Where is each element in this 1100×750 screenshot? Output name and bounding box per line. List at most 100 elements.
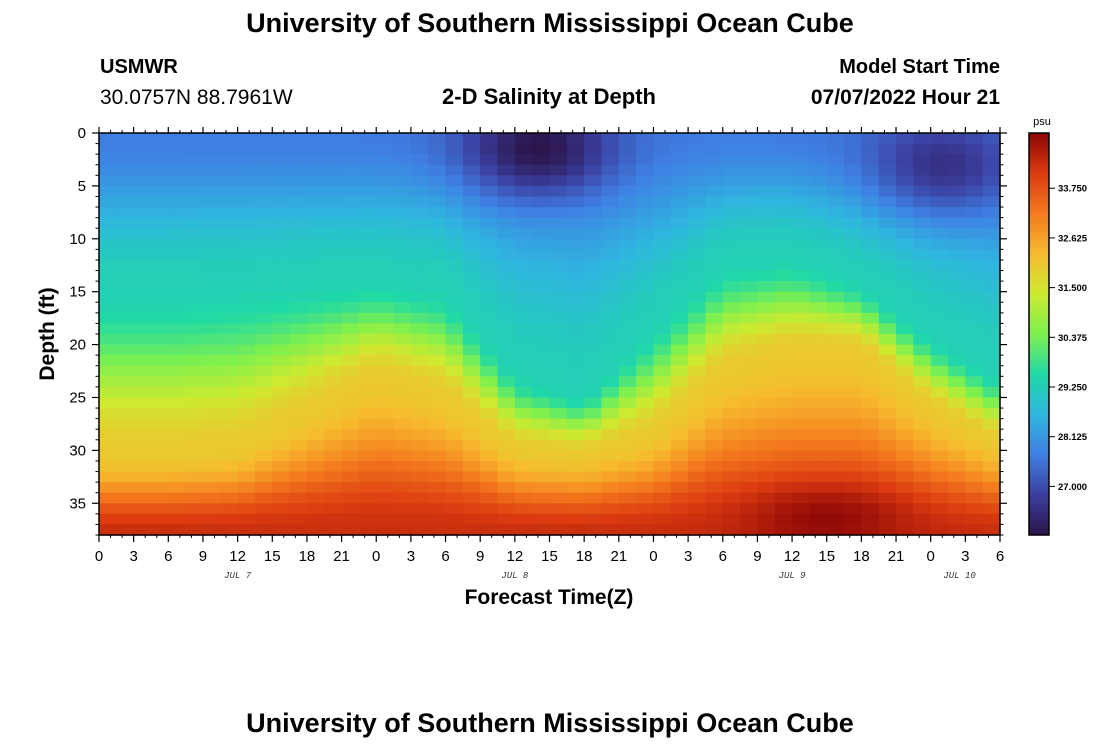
heatmap-cell (705, 291, 724, 303)
heatmap-cell (740, 355, 759, 367)
heatmap-cell (358, 524, 377, 536)
heatmap-cell (376, 355, 395, 367)
heatmap-cell (878, 164, 897, 176)
heatmap-cell (601, 228, 620, 240)
heatmap-cell (740, 471, 759, 483)
heatmap-cell (358, 133, 377, 145)
heatmap-cell (428, 450, 447, 462)
heatmap-cell (358, 323, 377, 335)
heatmap-cell (861, 175, 880, 187)
heatmap-cell (636, 143, 655, 155)
heatmap-cell (150, 185, 169, 198)
heatmap-cell (566, 524, 585, 536)
heatmap-cell (410, 524, 429, 536)
heatmap-cell (740, 291, 759, 303)
heatmap-cell (740, 133, 759, 145)
heatmap-cell (722, 143, 741, 155)
heatmap-cell (982, 238, 1001, 250)
heatmap-cell (930, 154, 949, 166)
heatmap-cell (202, 133, 221, 145)
heatmap-cell (532, 397, 551, 409)
heatmap-cell (636, 429, 655, 441)
heatmap-cell (376, 365, 395, 377)
heatmap-cell (168, 270, 187, 282)
heatmap-cell (653, 344, 672, 356)
heatmap-cell (116, 482, 135, 494)
heatmap-cell (341, 365, 360, 377)
heatmap-cell (601, 397, 620, 409)
heatmap-cell (254, 228, 273, 240)
heatmap-cell (618, 408, 637, 420)
heatmap-cell (116, 175, 135, 187)
heatmap-cell (116, 291, 135, 303)
heatmap-cell (410, 270, 429, 282)
heatmap-cell (913, 471, 932, 483)
heatmap-cell (393, 249, 412, 261)
heatmap-cell (913, 302, 932, 314)
heatmap-cell (185, 408, 204, 420)
heatmap-cell (584, 164, 603, 176)
heatmap-cell (220, 291, 239, 303)
heatmap-cell (774, 334, 793, 346)
heatmap-cell (740, 154, 759, 166)
heatmap-cell (705, 312, 724, 325)
heatmap-cell (618, 355, 637, 367)
heatmap-cell (722, 376, 741, 388)
heatmap-cell (185, 259, 204, 272)
heatmap-cell (168, 249, 187, 261)
heatmap-cell (150, 133, 169, 145)
heatmap-cell (202, 492, 221, 504)
heatmap-cell (445, 429, 464, 441)
heatmap-cell (982, 175, 1001, 187)
heatmap-cell (289, 355, 308, 367)
heatmap-cell (376, 196, 395, 208)
heatmap-cell (774, 238, 793, 250)
heatmap-cell (237, 408, 256, 420)
heatmap-cell (462, 312, 481, 325)
heatmap-cell (410, 344, 429, 356)
heatmap-cell (826, 217, 845, 229)
heatmap-cell (913, 450, 932, 462)
heatmap-cell (514, 513, 533, 526)
heatmap-cell (116, 386, 135, 399)
heatmap-cell (705, 513, 724, 526)
heatmap-cell (913, 355, 932, 367)
heatmap-cell (376, 334, 395, 346)
heatmap-cell (948, 154, 966, 166)
heatmap-cell (532, 291, 551, 303)
heatmap-cell (306, 524, 325, 536)
heatmap-cell (618, 185, 637, 198)
heatmap-cell (653, 418, 672, 430)
heatmap-cell (116, 460, 135, 473)
heatmap-cell (792, 460, 811, 473)
heatmap-cell (445, 408, 464, 420)
heatmap-cell (618, 471, 637, 483)
heatmap-cell (168, 439, 187, 451)
heatmap-cell (913, 312, 932, 325)
heatmap-cell (220, 450, 239, 462)
heatmap-cell (185, 291, 204, 303)
heatmap-cell (705, 460, 724, 473)
heatmap-cell (913, 524, 932, 536)
heatmap-cell (220, 270, 239, 282)
heatmap-cell (99, 471, 117, 483)
heatmap-cell (774, 344, 793, 356)
heatmap-cell (618, 281, 637, 293)
heatmap-cell (584, 513, 603, 526)
heatmap-cell (566, 355, 585, 367)
heatmap-cell (670, 482, 689, 494)
heatmap-cell (913, 503, 932, 515)
heatmap-cell (861, 154, 880, 166)
heatmap-cell (532, 524, 551, 536)
heatmap-cell (653, 175, 672, 187)
heatmap-cell (376, 133, 395, 145)
heatmap-cell (861, 376, 880, 388)
heatmap-cell (844, 386, 862, 399)
date-label: JUL 10 (943, 571, 976, 581)
heatmap-cell (653, 429, 672, 441)
heatmap-cell (566, 133, 585, 145)
heatmap-cell (393, 365, 412, 377)
heatmap-cell (480, 207, 499, 219)
heatmap-cell (584, 344, 603, 356)
heatmap-cell (497, 185, 516, 198)
